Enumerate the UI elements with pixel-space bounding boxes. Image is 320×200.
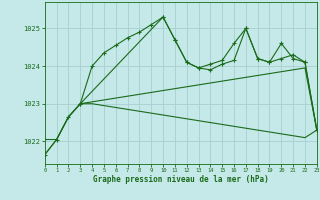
X-axis label: Graphe pression niveau de la mer (hPa): Graphe pression niveau de la mer (hPa) bbox=[93, 175, 269, 184]
